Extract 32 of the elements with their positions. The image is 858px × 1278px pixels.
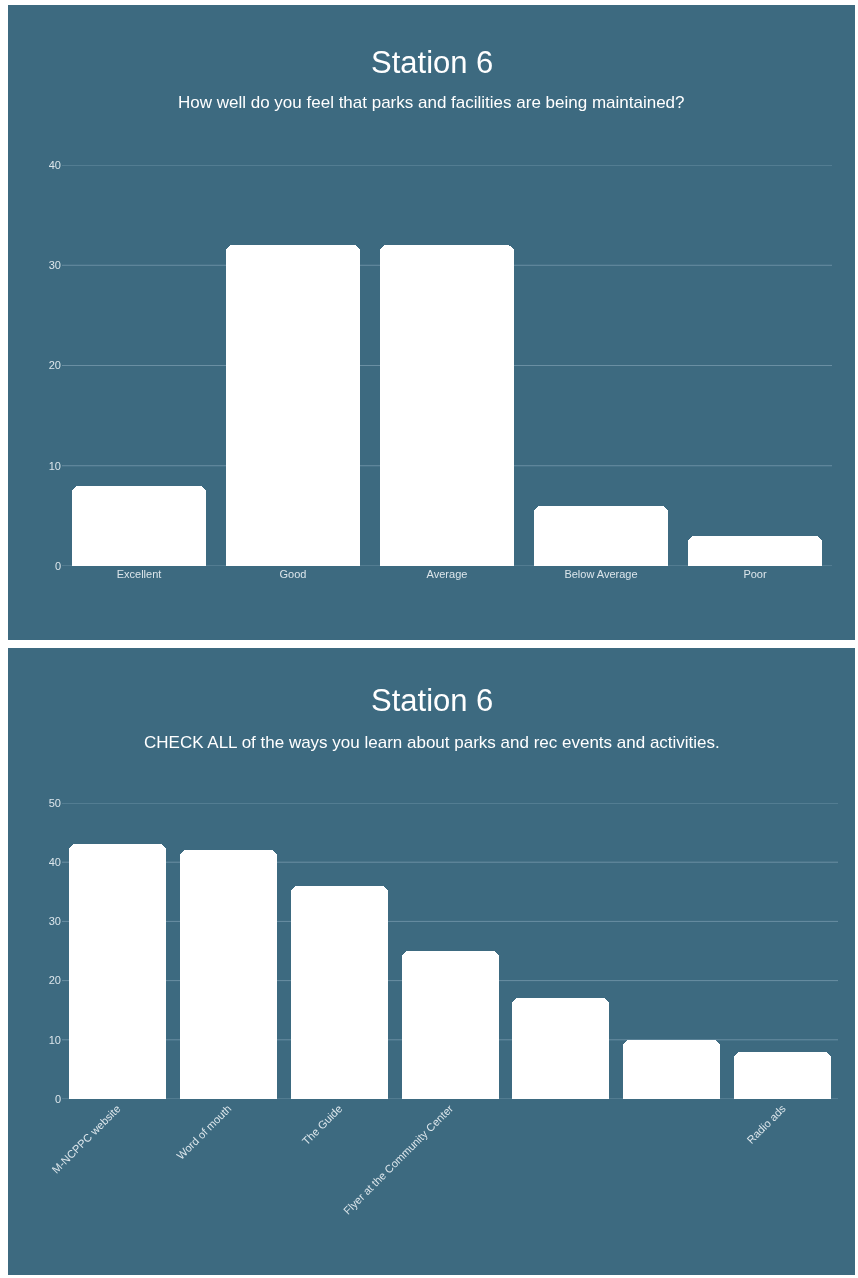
y-tick-label: 40: [48, 856, 61, 869]
bar: [226, 245, 360, 566]
y-tick-label: 20: [48, 359, 61, 372]
bar: [512, 998, 609, 1099]
y-tick-label: 0: [54, 559, 61, 572]
bar: [72, 486, 206, 566]
x-tick-label: Good: [279, 568, 307, 580]
y-tick-label: 10: [48, 1033, 61, 1046]
chart-title: Station 6: [371, 45, 494, 80]
x-tick-label: Excellent: [116, 568, 162, 580]
bar: [534, 506, 668, 566]
x-tick-label: Average: [426, 568, 468, 580]
y-tick-label: 30: [48, 259, 61, 272]
y-tick-label: 30: [48, 915, 61, 928]
y-tick-label: 10: [48, 459, 61, 472]
y-tick-label: 20: [48, 974, 61, 987]
bar: [69, 844, 166, 1099]
chart-subtitle: How well do you feel that parks and facilities are being maintained?: [178, 93, 685, 112]
x-tick-label: Below Average: [564, 568, 638, 580]
y-tick-label: 50: [48, 796, 61, 809]
bar: [734, 1052, 831, 1099]
chart-title: Station 6: [371, 683, 494, 718]
bar: [688, 536, 822, 566]
bar: [402, 951, 499, 1099]
y-tick-label: 40: [48, 158, 61, 171]
y-tick-label: 0: [54, 1092, 61, 1105]
bar: [623, 1040, 720, 1099]
bar: [291, 886, 388, 1099]
chart-subtitle: CHECK ALL of the ways you learn about parks and rec events and activities.: [144, 733, 720, 752]
bar: [180, 850, 277, 1099]
x-tick-label: Poor: [743, 568, 767, 580]
bar: [380, 245, 514, 566]
